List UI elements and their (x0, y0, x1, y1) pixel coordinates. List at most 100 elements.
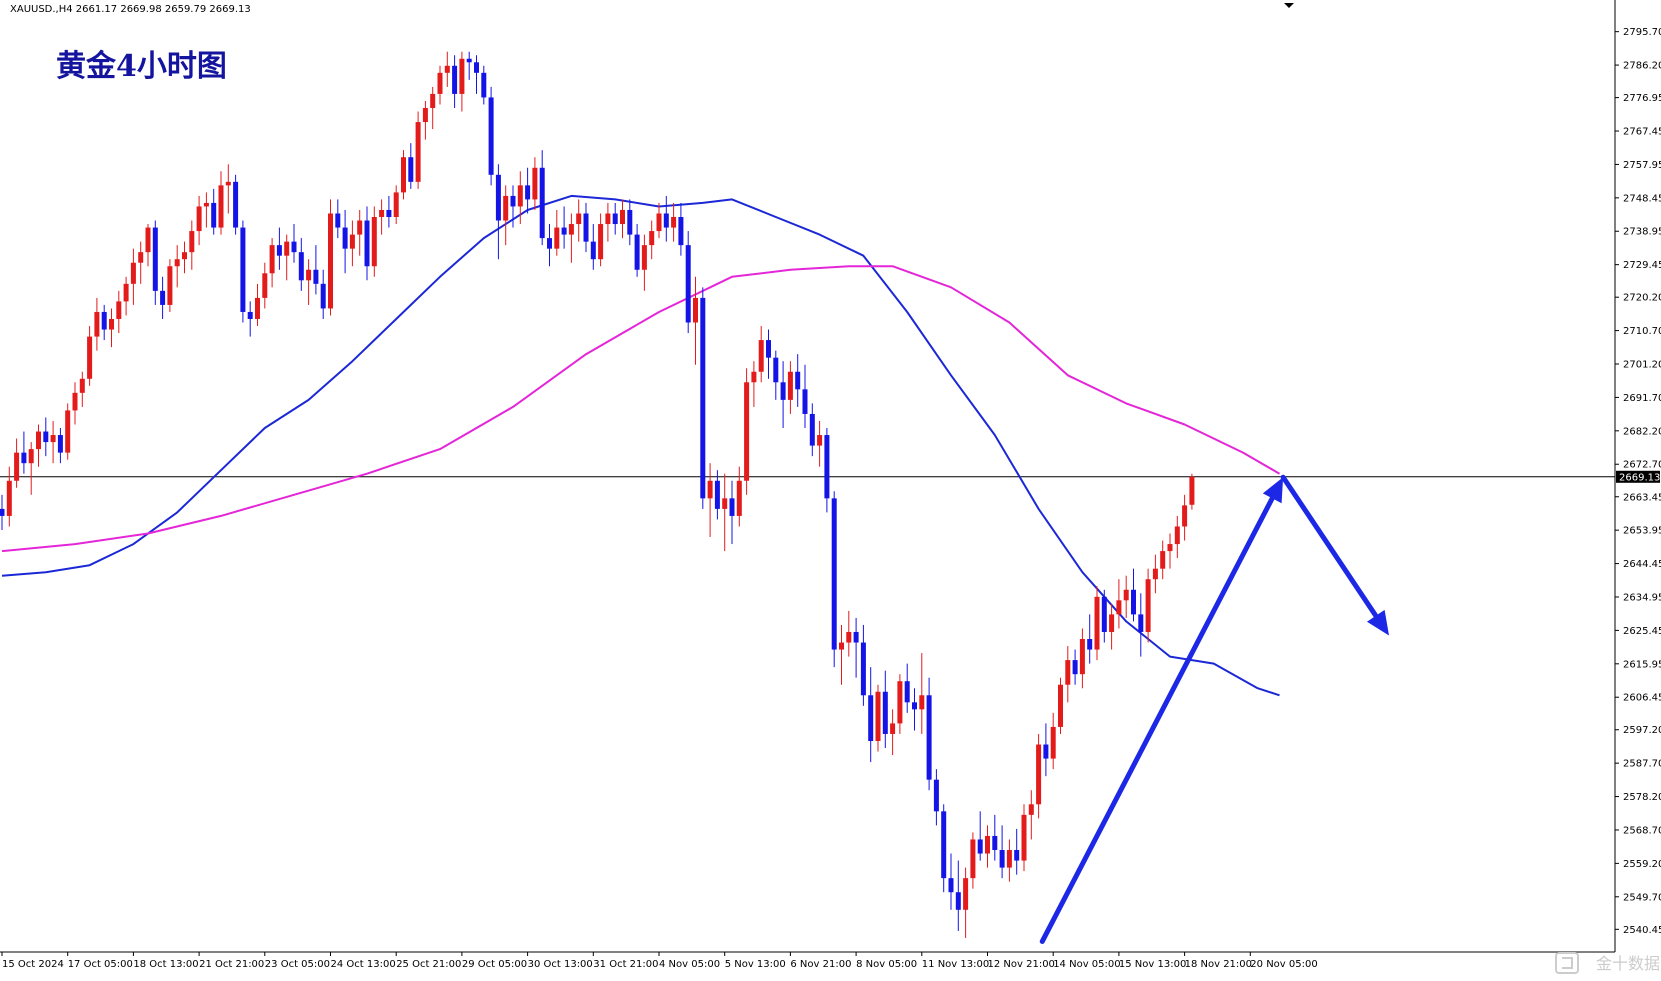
candle (809, 403, 815, 457)
candle (1145, 568, 1151, 643)
candle-body (656, 213, 662, 232)
candle (941, 804, 947, 893)
y-tick-label: 2786.20 (1623, 61, 1661, 72)
candle-body (1036, 744, 1042, 805)
candle (371, 206, 377, 277)
candle (919, 653, 925, 734)
candle (992, 814, 998, 861)
candle-body (43, 431, 49, 443)
candle (306, 259, 312, 305)
candle (1014, 828, 1020, 875)
candle (1174, 515, 1180, 559)
candle-body (532, 167, 538, 200)
candle-body (101, 311, 107, 330)
candle (189, 220, 195, 270)
candle (269, 238, 275, 288)
candle-body (328, 213, 333, 309)
x-tick-label: 23 Oct 05:00 (265, 959, 330, 970)
candle (182, 241, 187, 274)
candle-body (130, 262, 136, 284)
candle (50, 420, 56, 464)
candle (970, 832, 976, 889)
candle-body (379, 209, 385, 218)
candle (707, 463, 713, 538)
candle-body (50, 435, 56, 443)
up-trend-arrow-shaft (1039, 488, 1279, 944)
candle (649, 220, 655, 260)
candle (1123, 575, 1129, 618)
candle (532, 157, 538, 210)
candle-body (284, 241, 290, 256)
x-tick-label: 29 Oct 05:00 (462, 959, 527, 970)
candle (1182, 494, 1188, 541)
candle (678, 202, 684, 256)
x-tick-label: 21 Oct 21:00 (199, 959, 264, 970)
candle-body (1094, 596, 1100, 650)
x-tick-label: 12 Nov 21:00 (988, 959, 1055, 970)
candle (547, 224, 552, 267)
candle (386, 195, 392, 228)
candle-body (985, 835, 990, 854)
candle-body (1116, 600, 1122, 615)
candle-body (758, 340, 764, 372)
candle (948, 853, 954, 910)
candle (1006, 839, 1012, 882)
candle-body (1152, 568, 1158, 580)
candle-body (561, 227, 567, 235)
candle-body (94, 311, 100, 337)
candle-body (977, 839, 983, 854)
candle (437, 65, 443, 105)
candle (452, 55, 458, 108)
candle (882, 670, 888, 749)
candle (714, 470, 720, 520)
candle-body (554, 227, 560, 249)
candle-body (1167, 544, 1173, 552)
candle (57, 428, 63, 464)
candle-body (481, 72, 487, 98)
y-tick-label: 2578.20 (1623, 792, 1661, 803)
candle-body (1138, 614, 1144, 632)
candle-body (1058, 684, 1063, 727)
candle (167, 259, 173, 312)
y-tick-label: 2663.45 (1623, 492, 1661, 503)
x-tick-label: 17 Oct 05:00 (68, 959, 133, 970)
candle-body (1043, 744, 1049, 759)
candle (393, 185, 399, 225)
candle-body (21, 452, 27, 464)
current-price-tag (1616, 470, 1660, 483)
candle-body (488, 97, 494, 175)
candle (488, 86, 494, 186)
candle (196, 195, 202, 246)
candle-body (919, 695, 925, 710)
candle (174, 245, 180, 288)
candle (897, 674, 903, 734)
candle (955, 860, 961, 931)
up-trend-arrow-head-icon (1262, 477, 1284, 504)
candle-body (948, 878, 954, 893)
current-price-label: 2669.13 (1619, 472, 1660, 483)
candle-body (963, 878, 969, 910)
candle (357, 209, 363, 256)
candle-body (671, 217, 677, 228)
candle (853, 617, 859, 678)
candle (6, 466, 12, 527)
candle-body (1028, 804, 1034, 815)
candle-body (503, 195, 509, 221)
y-tick-label: 2672.70 (1623, 460, 1661, 471)
candle (576, 199, 582, 242)
candle-body (1072, 660, 1078, 675)
candle-body (904, 681, 910, 703)
y-tick-label: 2615.95 (1623, 659, 1661, 670)
candle (36, 424, 41, 467)
candle-body (649, 231, 655, 246)
candle (233, 174, 239, 235)
candle-body (211, 202, 217, 228)
candle (466, 51, 472, 80)
candle-body (444, 65, 450, 73)
candle (744, 368, 750, 495)
y-tick-label: 2691.70 (1623, 393, 1661, 404)
candle (831, 491, 837, 668)
candle-body (729, 498, 735, 516)
candle-body (1087, 639, 1093, 650)
